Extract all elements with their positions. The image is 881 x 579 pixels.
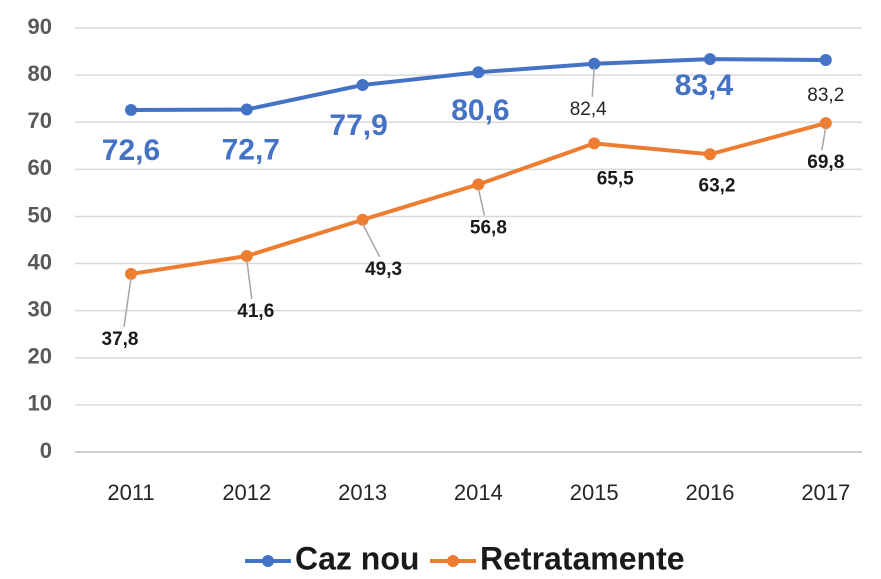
leader-line <box>246 259 253 300</box>
y-tick-label: 60 <box>28 155 52 180</box>
y-tick-label: 50 <box>28 202 52 227</box>
y-tick-label: 40 <box>28 249 52 274</box>
x-tick-label: 2015 <box>570 480 619 505</box>
leader-line <box>477 188 486 216</box>
x-tick-label: 2016 <box>686 480 735 505</box>
point <box>588 137 601 150</box>
point <box>588 57 601 70</box>
data-label: 69,8 <box>807 152 844 173</box>
point <box>125 267 137 280</box>
data-label: 56,8 <box>470 217 507 238</box>
x-tick-label: 2011 <box>107 480 154 505</box>
data-label: 82,4 <box>570 99 607 120</box>
point <box>240 250 253 263</box>
data-label: 37,8 <box>102 329 139 350</box>
point <box>819 54 832 67</box>
data-label: 77,9 <box>329 109 387 142</box>
point <box>819 117 832 130</box>
y-tick-label: 30 <box>28 296 52 321</box>
legend-marker <box>262 555 274 567</box>
y-tick-label: 0 <box>40 438 52 463</box>
legend-marker <box>447 555 459 567</box>
point <box>125 103 137 116</box>
x-tick-label: 2012 <box>222 480 271 505</box>
y-tick-label: 90 <box>28 14 52 39</box>
data-label: 63,2 <box>699 175 736 196</box>
point <box>240 103 253 116</box>
data-label: 65,5 <box>597 168 634 189</box>
x-tick-label: 2017 <box>801 480 850 505</box>
data-label: 72,6 <box>102 134 160 167</box>
data-label: 80,6 <box>451 94 509 127</box>
point <box>356 213 369 226</box>
leader-line <box>123 277 132 328</box>
y-tick-label: 80 <box>28 61 52 86</box>
data-label: 83,2 <box>807 85 844 106</box>
point <box>356 79 369 92</box>
data-label: 83,4 <box>675 69 734 102</box>
y-tick-label: 20 <box>28 344 52 369</box>
y-tick-label: 70 <box>28 108 52 133</box>
leader-line <box>821 127 827 151</box>
point <box>704 148 716 161</box>
y-tick-label: 10 <box>28 391 52 416</box>
x-tick-label: 2014 <box>454 480 503 505</box>
point <box>704 53 716 66</box>
point <box>472 178 485 191</box>
legend-label: Retratamente <box>480 540 685 576</box>
data-label: 72,7 <box>222 133 280 166</box>
legend-label: Caz nou <box>295 540 419 576</box>
point <box>472 66 485 79</box>
data-label: 49,3 <box>365 259 402 280</box>
data-label: 41,6 <box>237 301 274 322</box>
leader-line <box>591 67 595 97</box>
leader-line <box>361 223 381 258</box>
x-tick-label: 2013 <box>338 480 387 505</box>
